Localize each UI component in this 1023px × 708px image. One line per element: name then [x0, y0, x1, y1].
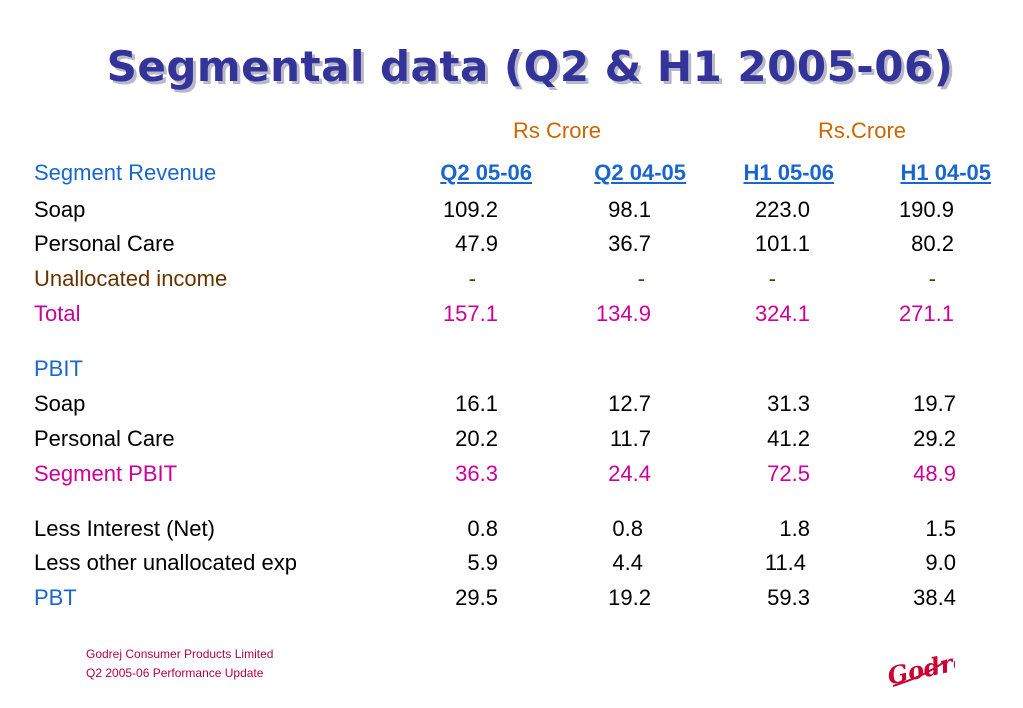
- logo-swash: [892, 659, 948, 687]
- table-row: Segment PBIT 36.3 24.4 72.5 48.9: [0, 461, 1023, 491]
- cell-value: 157.1: [442, 301, 498, 326]
- row-label: Personal Care: [34, 426, 175, 451]
- cell-value: 5.9: [467, 550, 498, 575]
- unit-label-quarter: Rs Crore: [513, 118, 602, 143]
- cell-value: 80.2: [911, 231, 954, 256]
- cell-value: -: [768, 266, 776, 291]
- row-label: Soap: [34, 391, 86, 416]
- table-row: Soap 109.2 98.1 223.0 190.9: [0, 197, 1023, 227]
- cell-value: 59.3: [767, 585, 810, 610]
- cell-value: 24.4: [608, 461, 651, 486]
- cell-value: 109.2: [442, 197, 498, 222]
- cell-value: 0.8: [467, 516, 498, 541]
- table-row: Personal Care 20.2 11.7 41.2 29.2: [0, 426, 1023, 456]
- cell-value: 0.8: [612, 516, 643, 541]
- table-row: PBT 29.5 19.2 59.3 38.4: [0, 585, 1023, 615]
- cell-value: 134.9: [595, 301, 651, 326]
- table-row: Personal Care 47.9 36.7 101.1 80.2: [0, 231, 1023, 261]
- table-row: Less other unallocated exp 5.9 4.4 11.4 …: [0, 550, 1023, 580]
- row-label: Total: [34, 301, 81, 326]
- section-heading-row: PBIT: [0, 356, 1023, 386]
- table-header-row: Segment Revenue Q2 05-06 Q2 04-05 H1 05-…: [0, 160, 1023, 190]
- column-header-q2-04-05: Q2 04-05: [594, 160, 686, 185]
- cell-value: 19.2: [608, 585, 651, 610]
- logo-text: Godrej: [885, 646, 955, 691]
- table-row: Total 157.1 134.9 324.1 271.1: [0, 301, 1023, 331]
- pbit-heading: PBIT: [34, 356, 83, 381]
- cell-value: 223.0: [754, 197, 810, 222]
- segment-revenue-heading: Segment Revenue: [34, 160, 217, 185]
- row-label: Less Interest (Net): [34, 516, 215, 541]
- table-row: Unallocated income - - - -: [0, 266, 1023, 296]
- table-row: Less Interest (Net) 0.8 0.8 1.8 1.5: [0, 516, 1023, 546]
- cell-value: 11.7: [609, 426, 651, 451]
- unit-label-half-year: Rs.Crore: [818, 118, 907, 143]
- cell-value: 31.3: [767, 391, 810, 416]
- cell-value: -: [928, 266, 936, 291]
- row-label: Unallocated income: [34, 266, 228, 291]
- cell-value: -: [468, 266, 476, 291]
- row-label: Segment PBIT: [34, 461, 178, 486]
- cell-value: 36.3: [455, 461, 498, 486]
- column-header-q2-05-06: Q2 05-06: [440, 160, 532, 185]
- cell-value: 324.1: [754, 301, 810, 326]
- row-label: Personal Care: [34, 231, 175, 256]
- cell-value: 72.5: [767, 461, 810, 486]
- column-header-h1-05-06: H1 05-06: [743, 160, 834, 185]
- cell-value: 20.2: [455, 426, 498, 451]
- cell-value: 36.7: [608, 231, 651, 256]
- cell-value: 101.1: [754, 231, 810, 256]
- cell-value: 190.9: [898, 197, 954, 222]
- footer-subtitle: Q2 2005-06 Performance Update: [86, 666, 264, 680]
- cell-value: 9.0: [925, 550, 956, 575]
- column-header-h1-04-05: H1 04-05: [900, 160, 991, 185]
- cell-value: 16.1: [455, 391, 498, 416]
- cell-value: 48.9: [913, 461, 956, 486]
- cell-value: 29.5: [455, 585, 498, 610]
- cell-value: 1.5: [925, 516, 956, 541]
- row-label: Soap: [34, 197, 86, 222]
- footer-company: Godrej Consumer Products Limited: [86, 647, 274, 661]
- cell-value: 1.8: [779, 516, 810, 541]
- cell-value: 271.1: [898, 301, 954, 326]
- cell-value: 41.2: [767, 426, 810, 451]
- godrej-logo: Godrej: [885, 646, 955, 691]
- page-title: Segmental data (Q2 & H1 2005-06): [106, 42, 954, 91]
- cell-value: 4.4: [612, 550, 643, 575]
- cell-value: 98.1: [608, 197, 651, 222]
- cell-value: 19.7: [913, 391, 956, 416]
- row-label: PBT: [34, 585, 77, 610]
- cell-value: 29.2: [913, 426, 956, 451]
- cell-value: 47.9: [455, 231, 498, 256]
- cell-value: 38.4: [913, 585, 956, 610]
- row-label: Less other unallocated exp: [34, 550, 297, 575]
- table-row: Soap 16.1 12.7 31.3 19.7: [0, 391, 1023, 421]
- cell-value: 11.4: [764, 550, 806, 575]
- cell-value: -: [637, 266, 645, 291]
- cell-value: 12.7: [608, 391, 651, 416]
